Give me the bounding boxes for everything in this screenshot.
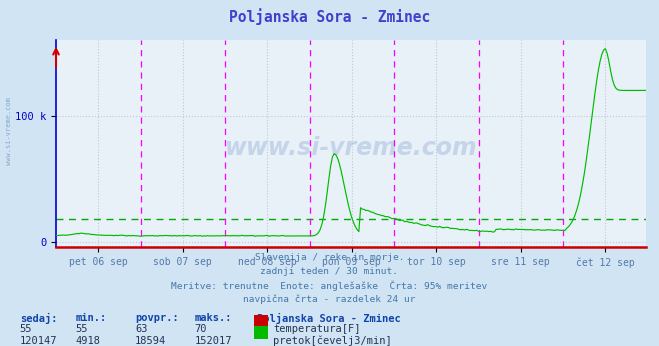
- Text: 4918: 4918: [76, 336, 101, 346]
- Text: maks.:: maks.:: [194, 313, 232, 323]
- Text: Poljanska Sora - Zminec: Poljanska Sora - Zminec: [229, 9, 430, 26]
- Text: povpr.:: povpr.:: [135, 313, 179, 323]
- Text: Slovenija / reke in morje.: Slovenija / reke in morje.: [255, 253, 404, 262]
- Text: www.si-vreme.com: www.si-vreme.com: [225, 136, 477, 160]
- Text: navpična črta - razdelek 24 ur: navpična črta - razdelek 24 ur: [243, 295, 416, 304]
- Text: 63: 63: [135, 324, 148, 334]
- Text: 55: 55: [20, 324, 32, 334]
- Text: 70: 70: [194, 324, 207, 334]
- Text: min.:: min.:: [76, 313, 107, 323]
- Text: pretok[čevelj3/min]: pretok[čevelj3/min]: [273, 336, 392, 346]
- Text: 55: 55: [76, 324, 88, 334]
- Text: temperatura[F]: temperatura[F]: [273, 324, 361, 334]
- Text: www.si-vreme.com: www.si-vreme.com: [5, 98, 12, 165]
- Text: Meritve: trenutne  Enote: anglešaške  Črta: 95% meritev: Meritve: trenutne Enote: anglešaške Črta…: [171, 281, 488, 291]
- Text: 120147: 120147: [20, 336, 57, 346]
- Text: Poljanska Sora - Zminec: Poljanska Sora - Zminec: [257, 313, 401, 324]
- Text: 152017: 152017: [194, 336, 232, 346]
- Text: sedaj:: sedaj:: [20, 313, 57, 324]
- Text: 18594: 18594: [135, 336, 166, 346]
- Text: zadnji teden / 30 minut.: zadnji teden / 30 minut.: [260, 267, 399, 276]
